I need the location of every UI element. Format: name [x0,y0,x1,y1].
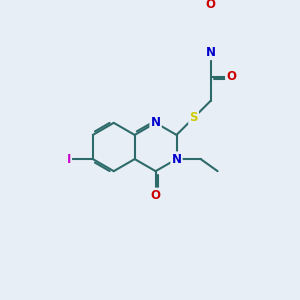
Text: N: N [151,116,160,129]
Text: I: I [67,153,71,166]
Text: N: N [206,46,216,59]
Text: S: S [189,111,198,124]
Text: N: N [172,153,182,166]
Text: O: O [226,70,236,83]
Text: O: O [151,189,160,202]
Text: O: O [206,0,216,11]
